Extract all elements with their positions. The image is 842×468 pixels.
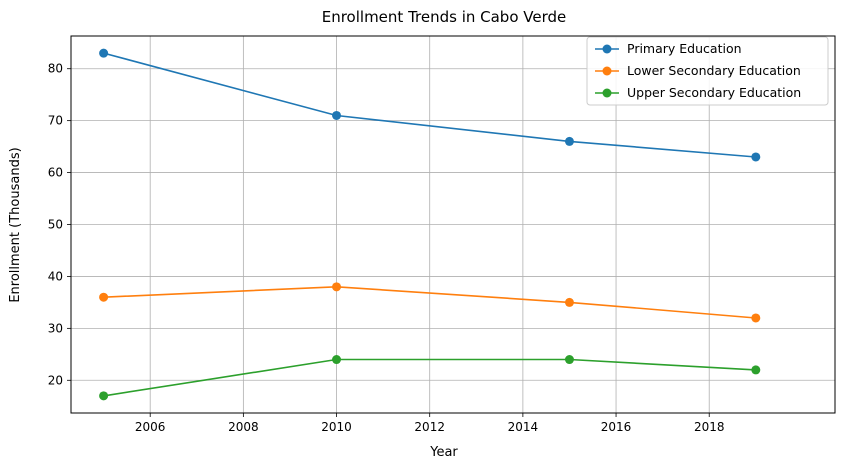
x-tick-label: 2012 — [414, 420, 445, 434]
x-tick-label: 2014 — [508, 420, 539, 434]
y-tick-label: 60 — [48, 166, 63, 180]
series-layer — [99, 48, 761, 401]
data-point — [751, 365, 761, 375]
x-tick-label: 2006 — [135, 420, 166, 434]
y-tick-label: 20 — [48, 373, 63, 387]
data-point — [751, 152, 761, 162]
data-point — [332, 355, 342, 365]
y-tick-label: 70 — [48, 114, 63, 128]
data-point — [99, 292, 109, 302]
data-point — [332, 282, 342, 292]
data-point — [751, 313, 761, 323]
x-axis-label: Year — [429, 445, 458, 460]
data-point — [564, 136, 574, 146]
series-line — [103, 285, 756, 319]
legend-swatch-marker — [602, 88, 612, 98]
data-point — [564, 355, 574, 365]
data-point — [99, 48, 109, 58]
legend-swatch-marker — [602, 44, 612, 54]
y-tick-label: 50 — [48, 218, 63, 232]
x-tick-label: 2008 — [228, 420, 259, 434]
y-axis-label: Enrollment (Thousands) — [8, 147, 23, 302]
legend-swatch-marker — [602, 66, 612, 76]
data-point — [99, 391, 109, 401]
data-point — [332, 110, 342, 120]
axis-ticks: 2006 2008 2010 2012 2014 2016 2018 20 30 40 50 60 70… — [48, 62, 725, 434]
series-line — [103, 358, 756, 397]
data-point — [564, 297, 574, 307]
y-tick-label: 40 — [48, 269, 63, 283]
chart-title: Enrollment Trends in Cabo Verde — [322, 8, 567, 26]
legend-box — [586, 36, 829, 106]
x-tick-label: 2018 — [694, 420, 725, 434]
legend-label: Lower Secondary Education — [627, 63, 801, 78]
series-line — [103, 52, 756, 158]
y-tick-label: 80 — [48, 62, 63, 76]
x-tick-label: 2010 — [321, 420, 352, 434]
x-tick-label: 2016 — [601, 420, 632, 434]
legend-label: Upper Secondary Education — [627, 85, 801, 100]
legend-label: Primary Education — [627, 41, 742, 56]
legend: Primary Education Lower Secondary Educati… — [586, 36, 829, 106]
y-tick-label: 30 — [48, 321, 63, 335]
